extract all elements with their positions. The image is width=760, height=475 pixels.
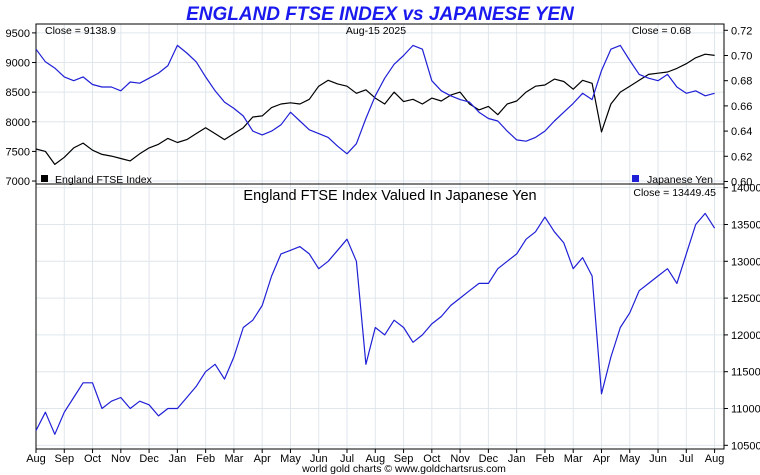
yen-legend-label: Japanese Yen [647,174,713,186]
x-tick-label: Jan [508,453,526,465]
x-tick-label: Oct [84,453,101,465]
bottom-panel-series [35,212,716,435]
bottom-right-tick-label: 12500 [731,293,760,305]
x-tick-label: Jun [649,453,667,465]
x-tick-label: Jun [310,453,328,465]
right-tick-label: 0.68 [731,76,752,88]
x-tick-label: May [280,453,301,465]
x-tick-label: Nov [450,453,470,465]
ftse-close-label: Close = 9138.9 [45,25,116,37]
top-panel-series [35,44,715,165]
top-panel-frame [35,23,725,185]
x-tick-label: Jul [340,453,354,465]
x-tick-label: Feb [196,453,215,465]
x-tick-label: Aug [705,453,725,465]
x-tick-label: Apr [593,453,610,465]
x-axis: Aug Sep Oct Nov Dec Jan Feb Mar Apr May Jun Jul Aug S… [26,449,724,465]
bottom-right-tick-label: 13000 [731,256,760,268]
x-tick-label: Dec [479,453,499,465]
bottom-right-y-axis: 10500 11000 11500 12000 12500 13000 13500 14000 [724,183,760,452]
x-tick-label: Sep [394,453,414,465]
top-right-y-axis: 0.60 0.62 0.64 0.66 0.68 0.70 0.72 [724,25,752,188]
chart-title: ENGLAND FTSE INDEX vs JAPANESE YEN [186,4,575,25]
bottom-panel-frame [35,183,725,450]
x-tick-label: Jan [168,453,186,465]
left-tick-label: 7000 [6,176,30,188]
x-tick-label: Sep [54,453,74,465]
bottom-right-tick-label: 11000 [731,404,760,416]
left-tick-label: 8500 [6,87,30,99]
top-panel-grid [35,24,724,184]
x-tick-label: Jul [679,453,693,465]
top-left-y-axis: 7000 7500 8000 8500 9000 9500 [6,28,36,188]
right-tick-label: 0.64 [731,126,752,138]
ftse-legend-swatch [41,175,48,182]
right-tick-label: 0.72 [731,25,752,37]
left-tick-label: 7500 [6,146,30,158]
left-tick-label: 8000 [6,117,30,129]
bottom-panel-title: England FTSE Index Valued In Japanese Ye… [243,188,536,204]
x-tick-label: Mar [564,453,583,465]
ftse-in-yen-series-line [35,212,716,435]
yen-close-label: Close = 0.68 [632,25,691,37]
bottom-right-tick-label: 14000 [731,183,760,195]
x-tick-label: Aug [365,453,385,465]
right-tick-label: 0.62 [731,151,752,163]
footer-credit: world gold charts © www.goldchartsrus.co… [301,463,506,475]
date-label: Aug-15 2025 [346,25,406,37]
yen-legend-swatch [632,175,639,182]
x-tick-label: Nov [111,453,131,465]
left-tick-label: 9000 [6,58,30,70]
right-tick-label: 0.66 [731,101,752,113]
bottom-right-tick-label: 12000 [731,330,760,342]
bottom-close-label: Close = 13449.45 [633,187,716,199]
bottom-panel-grid [35,184,724,449]
x-tick-label: May [619,453,640,465]
ftse-series-line [35,53,715,165]
x-tick-label: Aug [26,453,46,465]
x-tick-label: Mar [224,453,243,465]
left-tick-label: 9500 [6,28,30,40]
ftse-legend-label: England FTSE Index [55,174,153,186]
bottom-right-tick-label: 10500 [731,440,760,452]
x-tick-label: Dec [139,453,159,465]
right-tick-label: 0.60 [731,176,752,188]
x-tick-label: Feb [535,453,554,465]
bottom-right-tick-label: 11500 [731,367,760,379]
x-tick-label: Oct [423,453,440,465]
bottom-right-tick-label: 13500 [731,219,760,231]
x-tick-label: Apr [254,453,271,465]
right-tick-label: 0.70 [731,50,752,62]
yen-series-line [35,44,715,155]
